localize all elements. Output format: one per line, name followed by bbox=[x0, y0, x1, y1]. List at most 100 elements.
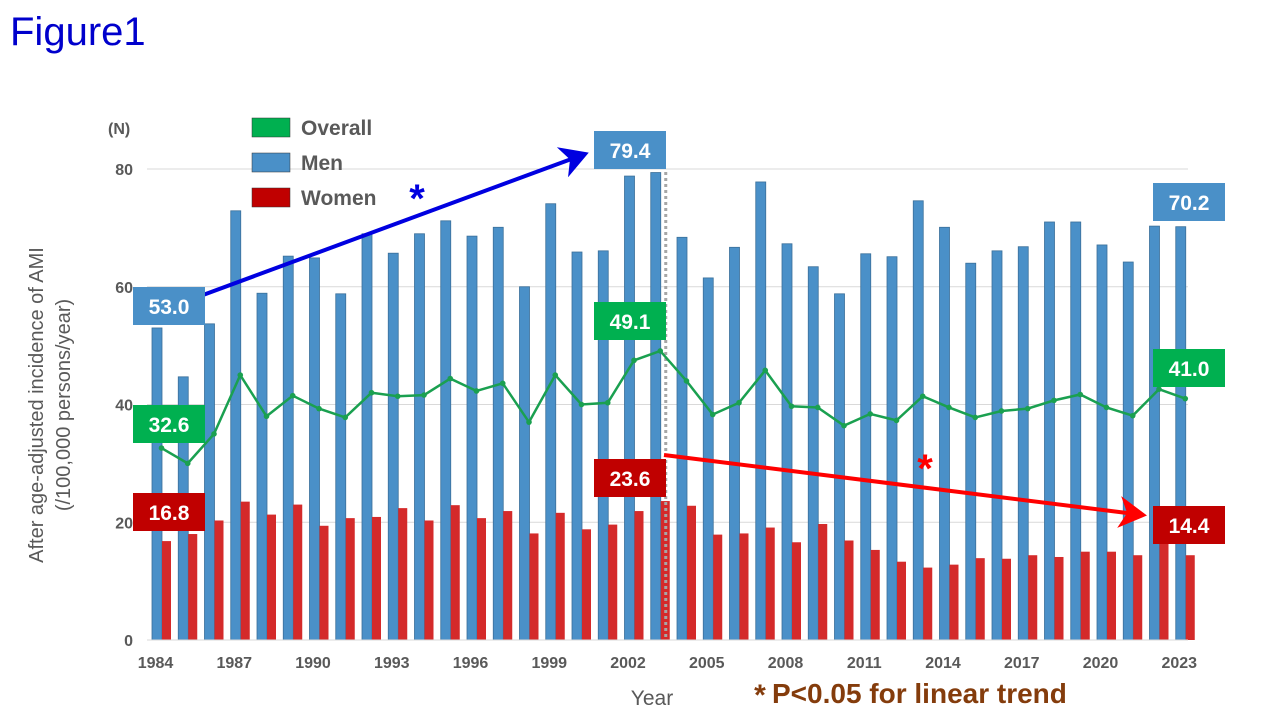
x-tick-label: 1990 bbox=[295, 655, 331, 672]
annotation-value: 70.2 bbox=[1169, 192, 1210, 215]
bar-women bbox=[949, 564, 959, 640]
bar-men bbox=[571, 251, 583, 641]
point-overall bbox=[709, 411, 716, 418]
bar-men bbox=[965, 262, 977, 641]
bar-men bbox=[991, 250, 1003, 641]
point-overall bbox=[552, 372, 559, 378]
bar-women bbox=[503, 511, 513, 640]
annotation-value: 32.6 bbox=[149, 414, 190, 437]
bar-women bbox=[975, 558, 985, 640]
annotation-value: 53.0 bbox=[149, 296, 190, 319]
bar-women bbox=[240, 501, 250, 640]
bar-men bbox=[361, 233, 373, 641]
point-overall bbox=[814, 404, 821, 411]
bar-women bbox=[713, 534, 723, 640]
trend-marker-women: * bbox=[917, 447, 933, 491]
x-tick-label: 1984 bbox=[138, 655, 174, 672]
point-overall bbox=[578, 401, 585, 408]
bar-men bbox=[1070, 221, 1082, 641]
bar-women bbox=[923, 567, 933, 640]
bar-women bbox=[372, 516, 381, 640]
bar-men bbox=[230, 210, 242, 641]
point-overall bbox=[368, 389, 375, 396]
annotation-box-men bbox=[133, 287, 205, 325]
line-overall bbox=[160, 349, 1186, 465]
annotation-value: 41.0 bbox=[1169, 358, 1210, 381]
annotation-box-women bbox=[594, 459, 666, 497]
x-tick-label: 2023 bbox=[1161, 655, 1197, 672]
x-tick-label: 1999 bbox=[531, 655, 567, 672]
point-overall bbox=[394, 393, 401, 400]
x-tick-label: 1987 bbox=[216, 655, 252, 672]
point-overall bbox=[972, 414, 979, 421]
point-overall bbox=[499, 380, 506, 387]
x-tick-label: 2002 bbox=[610, 655, 646, 672]
y-axis-title-line2: (/100,000 persons/year) bbox=[53, 299, 75, 511]
bar-women bbox=[188, 534, 198, 640]
bar-women bbox=[1080, 551, 1090, 640]
trend-arrow-women bbox=[663, 453, 1147, 528]
point-overall bbox=[1182, 395, 1189, 402]
bar-women bbox=[398, 508, 408, 640]
bar-women bbox=[739, 533, 749, 640]
bar-women bbox=[844, 540, 854, 640]
bar-men bbox=[755, 181, 767, 641]
legend-swatch-overall bbox=[251, 117, 291, 138]
bar-women bbox=[1133, 555, 1143, 640]
x-tick-label: 1993 bbox=[374, 655, 410, 672]
bar-men bbox=[1122, 261, 1134, 641]
bar-men bbox=[912, 200, 924, 641]
point-overall bbox=[657, 348, 664, 354]
bar-women bbox=[897, 561, 906, 640]
footnote: P<0.05 for linear trend bbox=[772, 678, 1067, 709]
bar-men bbox=[1149, 225, 1160, 641]
trend-marker-men: * bbox=[409, 177, 425, 221]
point-overall bbox=[841, 422, 847, 429]
bar-women bbox=[1028, 555, 1038, 640]
point-overall bbox=[1103, 404, 1110, 411]
bar-women bbox=[1185, 555, 1195, 640]
x-tick-label: 2014 bbox=[925, 655, 961, 672]
point-overall bbox=[473, 388, 480, 394]
x-tick-label: 2017 bbox=[1004, 655, 1040, 672]
bar-women bbox=[477, 518, 486, 640]
bar-men bbox=[545, 203, 557, 641]
point-overall bbox=[1024, 405, 1031, 412]
point-overall bbox=[998, 408, 1005, 414]
point-overall bbox=[211, 431, 217, 437]
bar-men bbox=[309, 257, 320, 641]
point-overall bbox=[184, 460, 191, 467]
point-overall bbox=[289, 392, 296, 399]
bar-men bbox=[282, 255, 294, 641]
annotation-value: 14.4 bbox=[1169, 515, 1210, 538]
bar-men bbox=[492, 226, 504, 641]
point-overall bbox=[263, 413, 270, 420]
annotation-box-women bbox=[133, 493, 205, 531]
point-overall bbox=[1129, 412, 1136, 419]
point-overall bbox=[893, 417, 900, 424]
bar-men bbox=[387, 252, 399, 641]
legend-swatch-men bbox=[251, 152, 291, 173]
bar-women bbox=[1054, 556, 1064, 640]
bar-men bbox=[519, 286, 530, 641]
point-overall bbox=[683, 378, 690, 384]
figure-label: Figure1 bbox=[10, 10, 146, 54]
annotation-value: 79.4 bbox=[610, 140, 651, 163]
bar-women bbox=[424, 520, 434, 640]
bar-women bbox=[634, 511, 644, 640]
bar-men bbox=[335, 293, 347, 641]
y-tick-label: 80 bbox=[115, 162, 133, 179]
bar-men bbox=[650, 172, 662, 641]
point-overall bbox=[342, 414, 349, 421]
bar-women bbox=[1107, 551, 1116, 640]
annotation-value: 49.1 bbox=[610, 311, 651, 334]
x-axis-title: Year bbox=[631, 687, 673, 710]
point-overall bbox=[1077, 391, 1084, 398]
annotation-box-overall bbox=[594, 302, 666, 340]
x-tick-label: 2020 bbox=[1083, 655, 1119, 672]
bar-women bbox=[1159, 542, 1169, 640]
bar-women bbox=[267, 514, 276, 640]
annotation-box-overall bbox=[1153, 349, 1225, 387]
bar-women bbox=[818, 524, 828, 640]
point-overall bbox=[762, 367, 769, 374]
